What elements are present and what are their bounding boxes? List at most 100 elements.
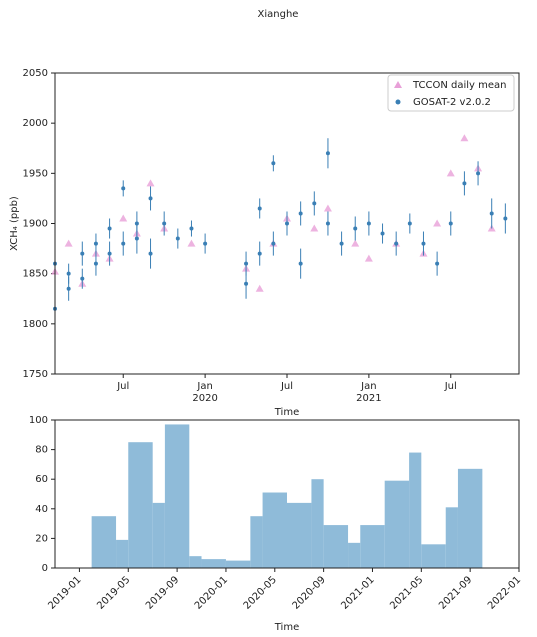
point xyxy=(189,226,194,231)
point xyxy=(80,276,85,281)
legend-marker xyxy=(394,81,402,88)
point xyxy=(435,261,440,266)
bar xyxy=(287,502,312,568)
plot-frame xyxy=(54,419,520,569)
y-tick-label: 2050 xyxy=(23,68,48,79)
point xyxy=(366,221,371,226)
bar xyxy=(457,468,483,568)
bar xyxy=(116,539,129,568)
point xyxy=(64,239,73,247)
bar xyxy=(323,525,349,568)
bar xyxy=(360,525,385,568)
bar xyxy=(311,479,324,568)
point xyxy=(148,196,153,201)
y-tick-label: 1800 xyxy=(23,319,48,330)
point xyxy=(394,241,399,246)
y-tick-label: 1900 xyxy=(23,219,48,230)
point xyxy=(244,261,249,266)
bar xyxy=(250,516,263,568)
x-tick-label: 2019-05 xyxy=(95,574,132,611)
point xyxy=(257,251,262,256)
point xyxy=(476,171,481,176)
point xyxy=(312,201,317,206)
bar xyxy=(201,559,226,568)
x-tick-year: 2020 xyxy=(192,393,217,404)
y-tick-label: 20 xyxy=(35,533,48,544)
y-tick-label: 0 xyxy=(42,563,48,574)
point xyxy=(298,261,303,266)
y-tick-label: 1950 xyxy=(23,168,48,179)
point xyxy=(121,186,126,191)
plot-frame xyxy=(54,72,520,375)
x-tick-label: Jul xyxy=(280,381,293,392)
x-tick-label: 2020-05 xyxy=(242,574,279,611)
point xyxy=(323,204,332,212)
point xyxy=(285,221,289,226)
x-axis-label: Time xyxy=(274,622,299,633)
point xyxy=(462,181,467,186)
figure-title: Xianghe xyxy=(258,9,299,20)
x-tick-label: 2019-01 xyxy=(46,574,83,611)
point xyxy=(134,221,139,226)
point xyxy=(162,221,167,226)
point xyxy=(121,241,126,246)
legend-box xyxy=(387,74,515,112)
y-tick-label: 60 xyxy=(35,474,48,485)
point xyxy=(107,251,112,256)
point xyxy=(325,221,330,226)
point xyxy=(93,241,98,246)
legend-label: TCCON daily mean xyxy=(412,80,507,91)
x-tick-label: Jan xyxy=(196,381,212,392)
legend-marker xyxy=(395,99,401,105)
point xyxy=(255,284,264,292)
point xyxy=(244,281,249,286)
point xyxy=(271,241,276,246)
point xyxy=(353,226,358,231)
bar xyxy=(91,516,117,568)
bar xyxy=(164,424,190,568)
point xyxy=(203,241,208,246)
y-axis-label: XCH₄ (ppb) xyxy=(9,196,20,251)
point xyxy=(364,254,373,262)
y-tick-label: 2000 xyxy=(23,118,48,129)
point xyxy=(119,214,128,222)
bar xyxy=(262,492,287,568)
x-tick-label: Jul xyxy=(116,381,129,392)
x-axis-label: Time xyxy=(274,407,299,418)
y-tick-label: 1750 xyxy=(23,369,48,380)
point xyxy=(187,239,196,247)
point xyxy=(339,241,344,246)
point xyxy=(134,236,139,241)
point xyxy=(421,241,426,246)
point xyxy=(446,169,455,177)
point xyxy=(80,251,85,256)
point xyxy=(433,219,442,227)
x-tick-label: 2021-05 xyxy=(388,574,425,611)
point xyxy=(257,206,262,211)
x-tick-label: 2022-01 xyxy=(486,574,523,611)
point xyxy=(93,261,98,266)
x-tick-label: 2020-09 xyxy=(291,574,328,611)
y-tick-label: 40 xyxy=(35,504,48,515)
bar xyxy=(225,560,251,568)
point xyxy=(107,226,112,231)
bar xyxy=(189,556,202,568)
x-tick-label: Jul xyxy=(444,381,457,392)
point xyxy=(503,216,508,221)
bar xyxy=(421,544,446,568)
legend-label: GOSAT-2 v2.0.2 xyxy=(413,97,491,108)
point xyxy=(448,221,453,226)
y-tick-label: 1850 xyxy=(23,269,48,280)
point xyxy=(325,151,330,156)
x-tick-label: 2021-09 xyxy=(437,574,474,611)
point xyxy=(407,221,412,226)
y-tick-label: 100 xyxy=(29,415,48,426)
point xyxy=(351,239,360,247)
x-tick-year: 2021 xyxy=(356,393,381,404)
point xyxy=(298,211,303,216)
bar xyxy=(384,480,410,568)
point xyxy=(148,251,153,256)
point xyxy=(146,179,155,187)
point xyxy=(380,231,385,236)
